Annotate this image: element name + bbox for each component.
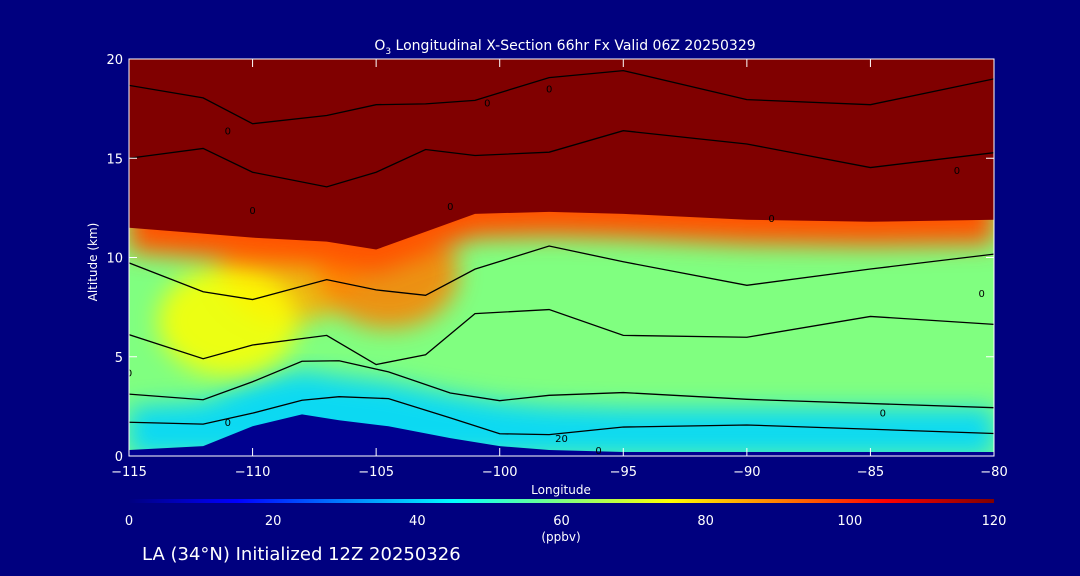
- colorbar-tick-label: 0: [125, 514, 133, 529]
- contour-label: 20: [555, 434, 568, 445]
- ozone-field: [129, 59, 994, 456]
- y-tick-label: 0: [115, 450, 123, 465]
- x-tick-label: −85: [857, 465, 884, 480]
- contour-line: [129, 245, 994, 301]
- colorbar-tick-label: 40: [409, 514, 426, 529]
- x-axis: −115 −110 −105 −100 −95 −90 −85 −80: [111, 59, 1008, 480]
- contour-line: [129, 130, 994, 188]
- y-axis-label: Altitude (km): [86, 223, 100, 302]
- footer-initialization: LA (34°N) Initialized 12Z 20250326: [142, 544, 461, 565]
- colorbar-tick-label: 20: [265, 514, 282, 529]
- terrain: [129, 414, 994, 456]
- colorbar: 0 20 40 60 80 100 120 (ppbv): [125, 499, 1007, 544]
- x-axis-label: Longitude: [531, 483, 591, 497]
- contour-label: 0: [978, 289, 984, 300]
- colorbar-tick-label: 80: [697, 514, 714, 529]
- y-tick-label: 20: [106, 53, 123, 68]
- ozone-contours: [129, 69, 994, 436]
- contour-line: [129, 396, 994, 436]
- contour-line: [129, 360, 994, 409]
- contour-label: 0: [880, 408, 886, 419]
- contour-label: 0: [954, 166, 960, 177]
- enhanced-ozone-region: [157, 266, 298, 377]
- contour-label: 0: [225, 126, 231, 137]
- x-tick-label: −100: [482, 465, 518, 480]
- contour-line: [129, 69, 994, 125]
- plot-area: 0 0 0 0 0 0 0 0 0 0 0 20 0: [126, 59, 994, 457]
- contour-line: [129, 308, 994, 366]
- contour-label: 0: [249, 206, 255, 217]
- x-tick-label: −95: [610, 465, 637, 480]
- terrain-silhouette: [129, 414, 994, 456]
- x-tick-label: −80: [980, 465, 1007, 480]
- y-tick-label: 10: [106, 252, 123, 267]
- x-tick-label: −110: [235, 465, 271, 480]
- contour-label: 0: [484, 99, 490, 110]
- contour-label: 0: [126, 369, 132, 380]
- contour-label: 0: [546, 85, 552, 96]
- x-tick-label: −90: [733, 465, 760, 480]
- contour-labels: 0 0 0 0 0 0 0 0 0 0 0 20 0: [126, 85, 985, 457]
- colorbar-ticks: 0 20 40 60 80 100 120: [125, 514, 1007, 529]
- y-tick-label: 15: [106, 152, 123, 167]
- stratosphere-fill: [129, 59, 994, 250]
- colorbar-tick-label: 60: [553, 514, 570, 529]
- colorbar-tick-label: 120: [982, 514, 1007, 529]
- colorbar-ramp: [129, 499, 994, 503]
- contour-label: 0: [225, 418, 231, 429]
- chart-title: O3 Longitudinal X-Section 66hr Fx Valid …: [374, 38, 755, 57]
- contour-label: 0: [768, 214, 774, 225]
- y-tick-label: 5: [115, 351, 123, 366]
- colorbar-unit: (ppbv): [541, 530, 580, 544]
- x-tick-label: −115: [111, 465, 147, 480]
- x-tick-label: −105: [358, 465, 394, 480]
- colorbar-tick-label: 100: [837, 514, 862, 529]
- contour-label: 0: [447, 202, 453, 213]
- contour-label: 0: [595, 446, 601, 457]
